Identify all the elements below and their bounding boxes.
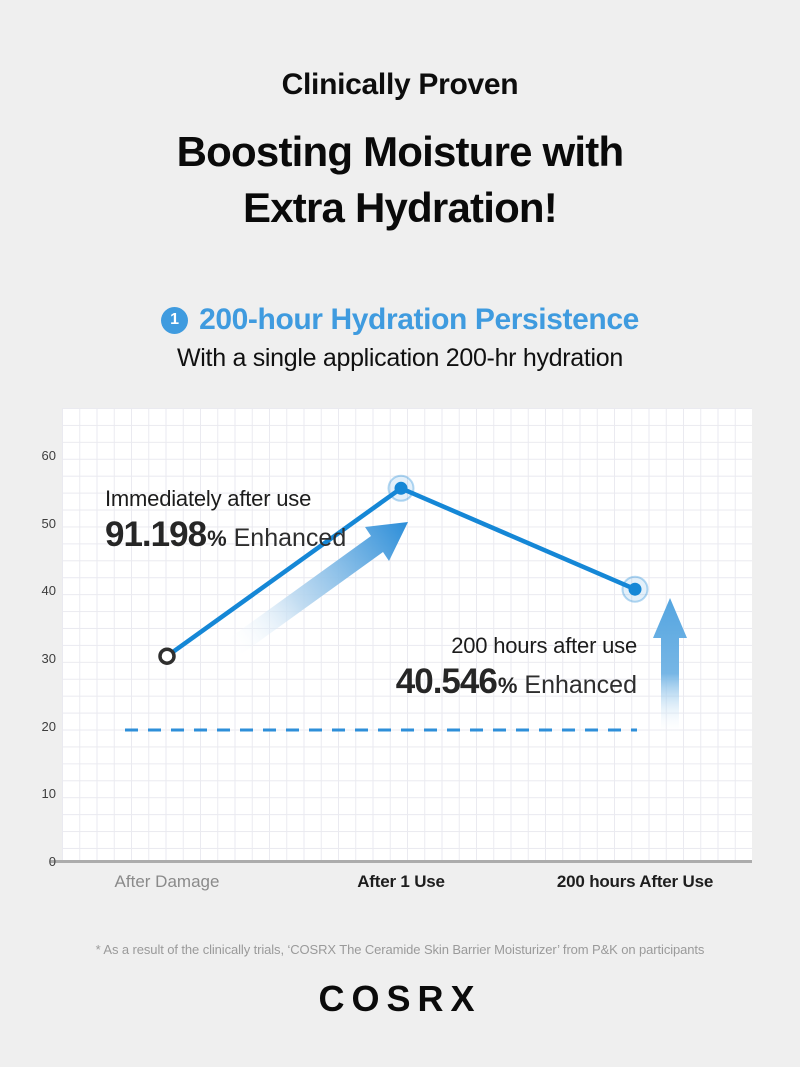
brand-logo: COSRX [318,978,482,1019]
page-title-line1: Boosting Moisture with [176,128,625,175]
x-label-after-damage: After Damage [114,872,220,891]
section-subtitle: With a single application 200-hr hydrati… [177,344,623,372]
page-title-line2: Extra Hydration! [243,184,558,231]
section-heading: 1 200-hour Hydration Persistence [0,303,800,337]
eyebrow-title: Clinically Proven [281,68,519,101]
annotation-peak: Immediately after use 91.198 % Enhanced [105,486,346,555]
y-axis-tick: 60 [41,447,56,463]
x-label-200-hours-after-use: 200 hours After Use [556,872,714,891]
y-axis-tick: 0 [48,854,56,869]
y-axis-tick: 50 [41,515,56,531]
annotation-peak-label: Immediately after use [105,486,312,511]
page-title: Boosting Moisture with Extra Hydration! [0,124,800,236]
annotation-end-value: 40.546 [395,662,498,701]
number-1-badge: 1 [161,306,189,334]
y-axis-tick: 10 [41,786,56,802]
annotation-end-unit: % [497,673,518,698]
annotation-peak-suffix: Enhanced [233,524,347,552]
section-title: 200-hour Hydration Persistence [199,303,639,336]
x-label-after-1-use: After 1 Use [357,872,445,891]
y-axis-tick: 40 [41,583,56,599]
y-axis-tick: 30 [41,650,56,666]
annotation-end-suffix: Enhanced [524,671,637,699]
y-axis-tick: 20 [41,718,56,734]
x-axis-line [50,860,752,863]
annotation-end: 200 hours after use 40.546 % Enhanced [396,633,637,702]
annotation-peak-unit: % [207,526,227,551]
annotation-end-label: 200 hours after use [451,633,637,658]
disclaimer-text: * As a result of the clinically trials, … [95,942,705,957]
annotation-peak-value: 91.198 [105,515,207,554]
